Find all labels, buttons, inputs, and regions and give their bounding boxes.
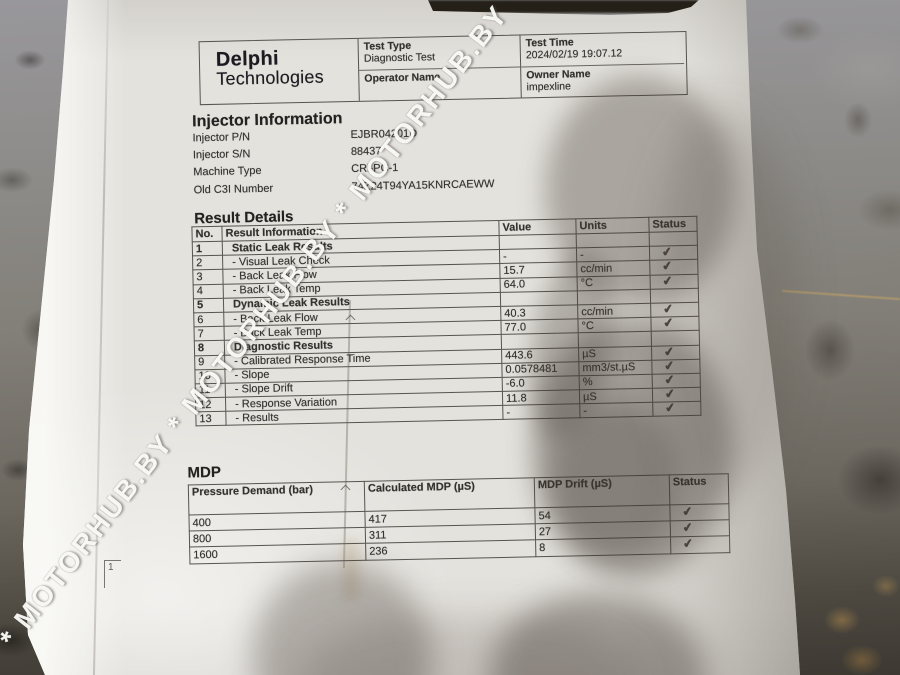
check-icon: ✔	[663, 373, 676, 388]
pen-mark: 1	[104, 560, 121, 588]
row-status: ✔	[650, 302, 699, 318]
owner-value: impexline	[526, 80, 572, 94]
row-status: ✔	[650, 316, 700, 332]
row-status: ✔	[652, 401, 701, 417]
row-units: °C	[577, 317, 652, 334]
owner-subcell: Owner Name impexline	[521, 63, 685, 98]
row-value: -	[502, 404, 581, 420]
col-no: No.	[191, 226, 223, 242]
check-icon: ✔	[661, 273, 674, 289]
col-pressure-demand: Pressure Demand (bar)	[188, 481, 365, 516]
check-icon: ✔	[662, 316, 675, 331]
mdp-rows: 400 417 54 ✔ 800 311 27 ✔ 1600 236 8 ✔	[188, 503, 730, 564]
row-units: -	[579, 402, 653, 419]
row-units: cc/min	[576, 260, 651, 277]
row-status: ✔	[649, 245, 698, 261]
machine-type-label: Machine Type	[193, 165, 262, 179]
brand-line2: Technologies	[216, 66, 324, 89]
row-no: 3	[192, 269, 224, 285]
check-icon: ✔	[661, 259, 674, 275]
check-icon: ✔	[663, 387, 677, 402]
row-units: °C	[577, 274, 651, 291]
row-no: 7	[194, 326, 225, 342]
check-icon: ✔	[660, 245, 674, 260]
row-calculated: 236	[365, 540, 536, 560]
col-value: Value	[498, 218, 577, 236]
check-icon: ✔	[681, 536, 695, 552]
row-status: ✔	[651, 358, 701, 375]
row-units: µS	[578, 345, 652, 362]
col-status: Status	[648, 216, 698, 233]
row-units	[576, 232, 650, 249]
row-no: 2	[192, 255, 223, 271]
row-status: ✔	[670, 536, 730, 554]
row-status: ✔	[670, 519, 730, 538]
row-drift: 8	[535, 537, 671, 557]
check-icon: ✔	[664, 401, 677, 416]
test-time-value: 2024/02/19 19:07.12	[525, 47, 623, 62]
mdp-title: MDP	[187, 463, 222, 482]
row-no: 5	[193, 297, 224, 313]
col-units: Units	[575, 217, 650, 234]
row-status	[651, 330, 700, 346]
row-status: ✔	[650, 273, 699, 290]
paper-smudge	[344, 540, 358, 598]
col-mdp-drift: MDP Drift (µS)	[534, 474, 670, 508]
col-calculated-mdp: Calculated MDP (µS)	[364, 477, 535, 512]
row-no: 1	[192, 241, 223, 257]
test-time-cell: Test Time 2024/02/19 19:07.12 Owner Name…	[519, 32, 685, 98]
check-icon: ✔	[681, 520, 694, 536]
check-icon: ✔	[663, 358, 676, 374]
check-icon: ✔	[662, 344, 676, 360]
col-status: Status	[669, 473, 729, 505]
row-pressure: 1600	[189, 543, 366, 564]
row-status: ✔	[652, 387, 701, 403]
check-icon: ✔	[681, 503, 694, 520]
injector-info-title: Injector Information	[192, 110, 343, 131]
check-icon: ✔	[662, 302, 675, 317]
row-units	[578, 331, 652, 348]
row-status: ✔	[649, 259, 699, 275]
row-units: mm3/st.µS	[578, 359, 653, 376]
row-status	[649, 231, 698, 247]
row-no: 6	[193, 312, 225, 327]
brand-logo: Delphi Technologies	[200, 39, 359, 104]
row-units: -	[576, 246, 650, 263]
row-units: µS	[579, 388, 653, 405]
row-units: %	[579, 374, 653, 390]
row-units: cc/min	[577, 303, 651, 319]
row-units	[577, 289, 651, 305]
injector-pn-label: Injector P/N	[192, 131, 251, 145]
paper-top-edge-shadow	[424, 0, 698, 13]
row-status: ✔	[651, 344, 700, 360]
mdp-table: Pressure Demand (bar) Calculated MDP (µS…	[188, 473, 731, 564]
injector-sn-label: Injector S/N	[192, 148, 251, 162]
row-status: ✔	[652, 373, 701, 389]
row-status: ✔	[669, 503, 730, 522]
test-time-subcell: Test Time 2024/02/19 19:07.12	[520, 32, 684, 66]
row-no: 4	[193, 283, 224, 299]
row-status	[650, 288, 699, 304]
c3i-number-label: Old C3I Number	[193, 182, 274, 196]
